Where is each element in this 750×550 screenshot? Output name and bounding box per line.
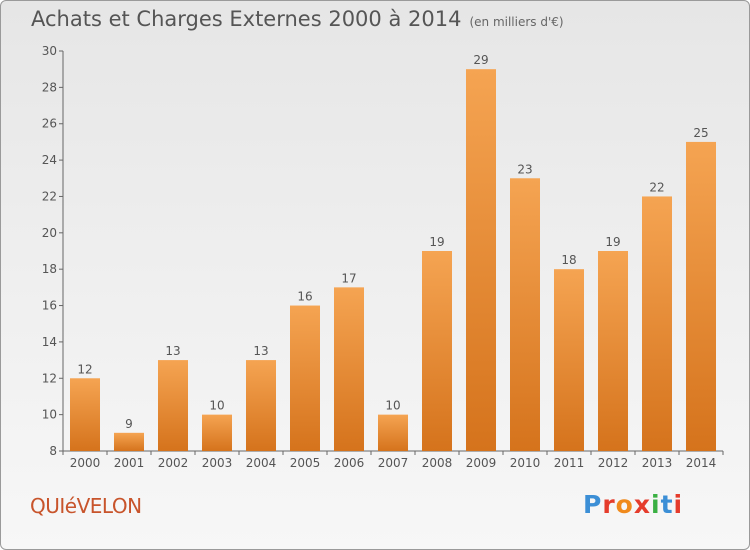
data-label-2003: 10 (209, 399, 224, 413)
x-tick-label: 2001 (114, 456, 145, 470)
y-tick-label: 22 (42, 189, 57, 203)
bar-2007 (378, 414, 408, 451)
data-label-2004: 13 (253, 344, 268, 358)
y-tick-label: 14 (42, 335, 57, 349)
bar-2002 (158, 360, 188, 451)
x-tick-label: 2007 (378, 456, 409, 470)
commune-name: QUIéVELON (30, 494, 142, 518)
y-tick-label: 28 (42, 80, 57, 94)
data-label-2005: 16 (297, 290, 312, 304)
y-tick-label: 18 (42, 262, 57, 276)
x-tick-label: 2012 (598, 456, 629, 470)
x-tick-label: 2005 (290, 456, 321, 470)
x-tick-label: 2011 (554, 456, 585, 470)
bar-2001 (114, 432, 144, 451)
data-label-2011: 18 (561, 253, 576, 267)
chart-title-text: Achats et Charges Externes 2000 à 2014 (31, 7, 462, 31)
x-tick-label: 2003 (202, 456, 233, 470)
data-label-2008: 19 (429, 235, 444, 249)
x-tick-label: 2010 (510, 456, 541, 470)
data-label-2012: 19 (605, 235, 620, 249)
y-tick-label: 24 (42, 153, 57, 167)
x-tick-label: 2000 (70, 456, 101, 470)
x-tick-label: 2006 (334, 456, 365, 470)
bar-2009 (466, 69, 496, 451)
data-label-2002: 13 (165, 344, 180, 358)
bar-2004 (246, 360, 276, 451)
logo-letter: r (602, 490, 616, 519)
data-label-2010: 23 (517, 162, 532, 176)
data-label-2006: 17 (341, 271, 356, 285)
logo-letter: t (660, 490, 674, 519)
x-tick-label: 2002 (158, 456, 189, 470)
x-tick-label: 2009 (466, 456, 497, 470)
data-label-2007: 10 (385, 399, 400, 413)
proxiti-logo[interactable]: Proxiti (583, 490, 683, 519)
bar-2005 (290, 305, 320, 451)
data-labels: 12 9 13 10 13 16 17 10 19 29 23 18 19 22 25 (77, 53, 708, 431)
data-label-2013: 22 (649, 180, 664, 194)
bar-2013 (642, 196, 672, 451)
y-tick-label: 30 (42, 44, 57, 58)
data-label-2000: 12 (77, 362, 92, 376)
bar-2003 (202, 414, 232, 451)
x-tick-label: 2014 (686, 456, 717, 470)
y-tick-label: 10 (42, 408, 57, 422)
y-tick-label: 16 (42, 299, 57, 313)
chart-title: Achats et Charges Externes 2000 à 2014 (e… (31, 7, 564, 31)
logo-letter: i (651, 490, 661, 519)
bar-2010 (510, 178, 540, 452)
logo-letter: x (633, 490, 651, 519)
data-label-2001: 9 (125, 417, 133, 431)
bar-2000 (70, 378, 100, 451)
bars (70, 69, 716, 452)
x-tick-label: 2008 (422, 456, 453, 470)
logo-letter: P (583, 490, 603, 519)
bar-2014 (686, 141, 716, 451)
logo-letter: o (615, 490, 634, 519)
axes: 8 10 12 14 16 18 20 22 24 26 28 30 2000 2001 2002 2003 2… (42, 44, 724, 470)
bar-2008 (422, 251, 452, 451)
y-tick-label: 20 (42, 226, 57, 240)
data-label-2014: 25 (693, 126, 708, 140)
x-tick-label: 2013 (642, 456, 673, 470)
bar-2011 (554, 269, 584, 451)
logo-letter: i (673, 490, 684, 519)
y-tick-label: 26 (42, 117, 57, 131)
bar-2012 (598, 251, 628, 451)
bar-2006 (334, 287, 364, 451)
chart-unit: (en milliers d'€) (469, 15, 564, 29)
y-tick-label: 8 (49, 444, 57, 458)
data-label-2009: 29 (473, 53, 488, 67)
y-tick-label: 12 (42, 371, 57, 385)
x-tick-label: 2004 (246, 456, 277, 470)
